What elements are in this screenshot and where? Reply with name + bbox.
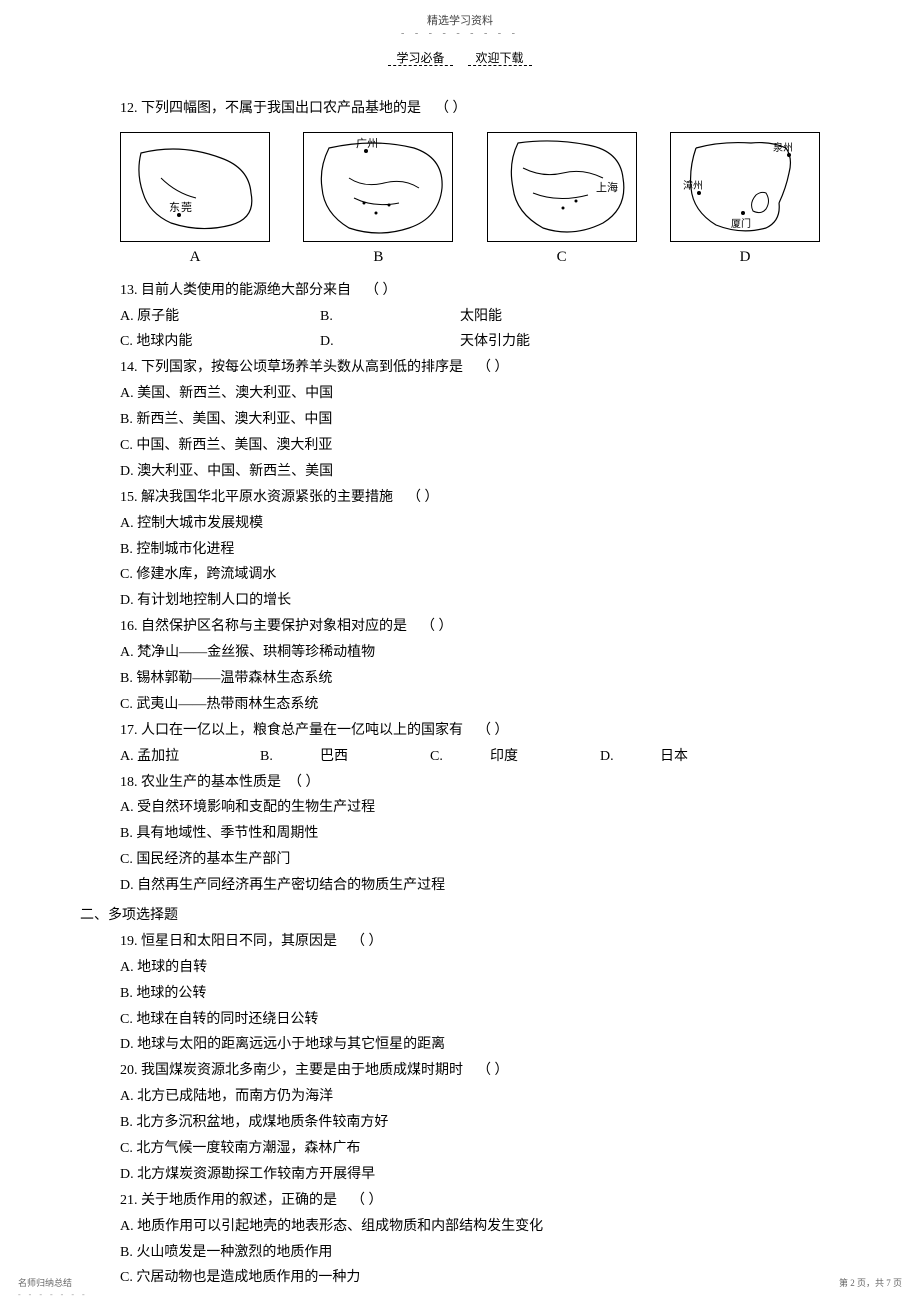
label-c: C xyxy=(487,244,637,272)
map-d-label3: 厦门 xyxy=(731,217,751,230)
q21-c: C. 穴居动物也是造成地质作用的一种力 xyxy=(120,1265,820,1291)
q21-a: A. 地质作用可以引起地壳的地表形态、组成物质和内部结构发生变化 xyxy=(120,1214,820,1240)
q20-a: A. 北方已成陆地，而南方仍为海洋 xyxy=(120,1084,820,1110)
map-d-label1: 泉州 xyxy=(773,141,793,154)
q14-text: 14. 下列国家，按每公顷草场养羊头数从高到低的排序是 （ ） xyxy=(120,355,820,381)
map-c-wrap: 上海 C xyxy=(487,132,637,272)
map-c-label: 上海 xyxy=(596,180,618,194)
q18-d: D. 自然再生产同经济再生产密切结合的物质生产过程 xyxy=(120,873,820,899)
footer-right: 第 2 页，共 7 页 xyxy=(839,1276,902,1289)
q19-a: A. 地球的自转 xyxy=(120,955,820,981)
q20-text: 20. 我国煤炭资源北多南少，主要是由于地质成煤时期时 （ ） xyxy=(120,1058,820,1084)
q18-a: A. 受自然环境影响和支配的生物生产过程 xyxy=(120,795,820,821)
page-top-tag: 精选学习资料 xyxy=(0,0,920,28)
q19-b: B. 地球的公转 xyxy=(120,981,820,1007)
label-a: A xyxy=(120,244,270,272)
map-a: 东 莞 xyxy=(120,132,270,242)
q18-b: B. 具有地域性、季节性和周期性 xyxy=(120,821,820,847)
content-body: 12. 下列四幅图，不属于我国出口农产品基地的是 （ ） 东 莞 A xyxy=(0,66,920,1291)
q12-text: 12. 下列四幅图，不属于我国出口农产品基地的是 （ ） xyxy=(120,96,820,122)
map-d: 泉州 漳州 厦门 xyxy=(670,132,820,242)
q13-row2: C. 地球内能 D. 天体引力能 xyxy=(120,329,820,355)
q13-row1: A. 原子能 B. 太阳能 xyxy=(120,304,820,330)
q16-b: B. 锡林郭勒——温带森林生态系统 xyxy=(120,666,820,692)
q14-c: C. 中国、新西兰、美国、澳大利亚 xyxy=(120,433,820,459)
q16-text: 16. 自然保护区名称与主要保护对象相对应的是 （ ） xyxy=(120,614,820,640)
q16-c: C. 武夷山——热带雨林生态系统 xyxy=(120,692,820,718)
map-b: 广州 xyxy=(303,132,453,242)
q21-b: B. 火山喷发是一种激烈的地质作用 xyxy=(120,1240,820,1266)
map-a-wrap: 东 莞 A xyxy=(120,132,270,272)
map-a-label: 东 xyxy=(169,201,180,214)
q19-c: C. 地球在自转的同时还绕日公转 xyxy=(120,1007,820,1033)
q20-d: D. 北方煤炭资源勘探工作较南方开展得早 xyxy=(120,1162,820,1188)
label-b: B xyxy=(303,244,453,272)
q15-text: 15. 解决我国华北平原水资源紧张的主要措施 （ ） xyxy=(120,485,820,511)
q18-c: C. 国民经济的基本生产部门 xyxy=(120,847,820,873)
map-b-label: 广州 xyxy=(356,137,378,150)
q17-text: 17. 人口在一亿以上，粮食总产量在一亿吨以上的国家有 （ ） xyxy=(120,718,820,744)
map-d-wrap: 泉州 漳州 厦门 D xyxy=(670,132,820,272)
page-sub-header: 学习必备 欢迎下载 xyxy=(0,39,920,66)
q16-a: A. 梵净山——金丝猴、珙桐等珍稀动植物 xyxy=(120,640,820,666)
q14-d: D. 澳大利亚、中国、新西兰、美国 xyxy=(120,459,820,485)
q14-b: B. 新西兰、美国、澳大利亚、中国 xyxy=(120,407,820,433)
q13-text: 13. 目前人类使用的能源绝大部分来自 （ ） xyxy=(120,278,820,304)
map-b-wrap: 广州 B xyxy=(303,132,453,272)
sub-right: 欢迎下载 xyxy=(468,51,532,66)
page-top-dots: - - - - - - - - - xyxy=(0,28,920,39)
q15-d: D. 有计划地控制人口的增长 xyxy=(120,588,820,614)
q19-text: 19. 恒星日和太阳日不同，其原因是 （ ） xyxy=(120,929,820,955)
q20-c: C. 北方气候一度较南方潮湿，森林广布 xyxy=(120,1136,820,1162)
label-d: D xyxy=(670,244,820,272)
q14-a: A. 美国、新西兰、澳大利亚、中国 xyxy=(120,381,820,407)
map-d-label2: 漳州 xyxy=(683,179,703,192)
q17-row: A. 孟加拉 B. 巴西 C. 印度 D. 日本 xyxy=(120,744,820,770)
q15-c: C. 修建水库，跨流域调水 xyxy=(120,562,820,588)
map-c: 上海 xyxy=(487,132,637,242)
q15-a: A. 控制大城市发展规模 xyxy=(120,511,820,537)
footer-left-dots: - - - - - - - xyxy=(18,1290,88,1299)
q18-text: 18. 农业生产的基本性质是 （ ） xyxy=(120,770,820,796)
sub-left: 学习必备 xyxy=(388,51,452,66)
section-2-title: 二、多项选择题 xyxy=(80,903,820,929)
q12-images: 东 莞 A 广州 B xyxy=(120,132,820,272)
svg-text:莞: 莞 xyxy=(181,201,192,214)
q15-b: B. 控制城市化进程 xyxy=(120,537,820,563)
q19-d: D. 地球与太阳的距离远远小于地球与其它恒星的距离 xyxy=(120,1032,820,1058)
footer-left: 名师归纳总结 xyxy=(18,1276,72,1289)
q21-text: 21. 关于地质作用的叙述，正确的是 （ ） xyxy=(120,1188,820,1214)
q20-b: B. 北方多沉积盆地，成煤地质条件较南方好 xyxy=(120,1110,820,1136)
